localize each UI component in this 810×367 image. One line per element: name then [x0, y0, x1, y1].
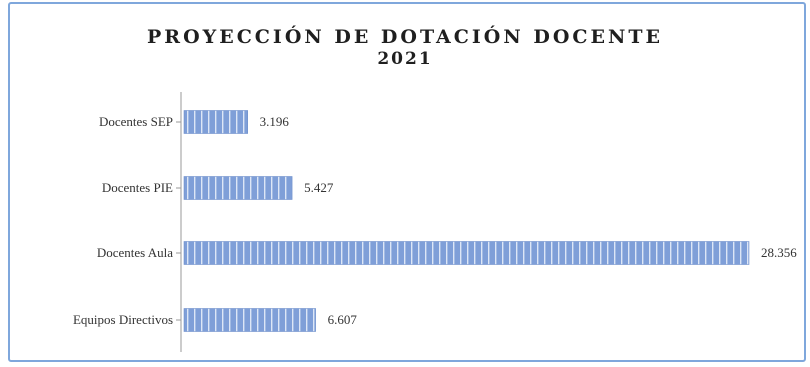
- value-label: 6.607: [328, 312, 358, 327]
- chart-title-line-2: 2021: [377, 49, 433, 69]
- category-label: Docentes PIE: [102, 180, 173, 195]
- chart-frame: [8, 2, 806, 362]
- chart-title: PROYECCIÓN DE DOTACIÓN DOCENTE 2021: [0, 26, 810, 70]
- bar: [183, 308, 316, 332]
- bar: [183, 110, 249, 134]
- chart-title-line-1: PROYECCIÓN DE DOTACIÓN DOCENTE: [147, 26, 663, 48]
- value-label: 3.196: [260, 114, 290, 129]
- category-label: Equipos Directivos: [73, 312, 173, 327]
- category-label: Docentes Aula: [97, 245, 173, 260]
- value-label: 5.427: [304, 180, 334, 195]
- category-label: Docentes SEP: [99, 114, 173, 129]
- bar: [183, 241, 750, 265]
- value-label: 28.356: [761, 245, 797, 260]
- bar: [183, 176, 293, 200]
